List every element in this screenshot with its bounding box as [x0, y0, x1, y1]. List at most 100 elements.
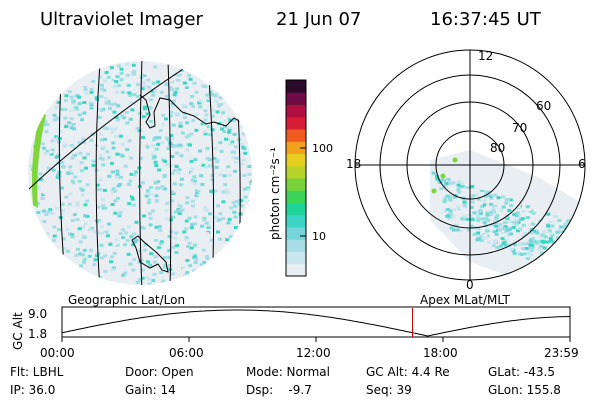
pixel-geo [36, 211, 41, 214]
pixel-geo [250, 179, 252, 183]
status-mode: Mode: Normal [246, 365, 330, 379]
pixel-polar [557, 228, 562, 232]
pixel-geo [83, 85, 88, 89]
pixel-geo [192, 239, 196, 243]
pixel-geo [191, 204, 196, 208]
pixel-polar [532, 248, 537, 252]
pixel-polar [571, 262, 576, 266]
pixel-geo [178, 124, 183, 128]
pixel-geo [193, 215, 198, 219]
pixel-geo [199, 99, 203, 103]
pixel-geo [238, 225, 243, 229]
pixel-geo [167, 256, 172, 259]
pixel-geo [98, 188, 103, 192]
pixel-geo [184, 227, 189, 231]
pixel-geo [46, 159, 51, 163]
pixel-geo [148, 263, 153, 267]
pixel-geo [77, 179, 82, 183]
pixel-geo [107, 86, 112, 90]
pixel-polar [525, 247, 530, 250]
pixel-polar [503, 230, 508, 234]
pixel-geo [156, 80, 161, 84]
pixel-polar [452, 208, 456, 212]
pixel-geo [120, 90, 125, 94]
pixel-polar [534, 229, 539, 233]
mlt-label-6: 6 [578, 157, 586, 171]
pixel-geo [203, 206, 208, 210]
pixel-polar [528, 246, 533, 249]
pixel-geo [135, 94, 140, 98]
pixel-geo [128, 101, 133, 105]
pixel-geo [149, 252, 154, 256]
time-label: 16:37:45 UT [430, 9, 542, 30]
pixel-polar [470, 184, 475, 188]
pixel-geo [115, 75, 120, 79]
pixel-polar [564, 248, 569, 252]
pixel-geo [149, 193, 153, 197]
pixel-geo [181, 104, 186, 108]
pixel-polar [497, 228, 502, 232]
pixel-geo [113, 189, 118, 193]
pixel-geo [191, 105, 196, 108]
pixel-polar [565, 231, 570, 235]
pixel-geo [150, 144, 155, 148]
pixel-polar [445, 207, 450, 211]
pixel-geo [78, 240, 83, 244]
pixel-geo [88, 101, 93, 105]
pixel-polar [534, 254, 539, 258]
pixel-geo [154, 198, 159, 202]
pixel-geo [212, 157, 217, 160]
pixel-polar [565, 237, 570, 241]
pixel-geo [76, 215, 81, 219]
pixel-geo [103, 206, 108, 210]
pixel-geo [77, 95, 81, 99]
pixel-geo [107, 279, 112, 283]
pixel-geo [135, 280, 140, 284]
pixel-geo [189, 226, 194, 230]
pixel-polar [449, 212, 453, 216]
pixel-polar [531, 246, 535, 250]
pixel-geo [80, 118, 84, 122]
pixel-geo [180, 131, 185, 135]
pixel-geo [129, 235, 134, 239]
pixel-polar [532, 229, 537, 233]
pixel-geo [137, 128, 142, 132]
pixel-geo [99, 243, 104, 247]
pixel-polar [551, 240, 556, 244]
pixel-geo [138, 147, 143, 151]
pixel-polar [505, 215, 510, 219]
pixel-polar [499, 244, 504, 248]
pixel-geo [170, 136, 175, 140]
pixel-geo [184, 238, 189, 242]
pixel-polar [540, 239, 545, 243]
pixel-geo [60, 107, 65, 111]
pixel-geo [197, 101, 202, 105]
pixel-polar [437, 180, 442, 184]
mlt-label-0: 0 [466, 278, 474, 292]
pixel-geo [43, 191, 48, 195]
pixel-geo [82, 248, 87, 252]
pixel-geo [128, 117, 133, 121]
pixel-geo [69, 95, 74, 99]
pixel-geo [190, 223, 195, 226]
pixel-geo [239, 204, 244, 208]
pixel-geo [215, 160, 220, 164]
pixel-geo [104, 101, 109, 105]
pixel-geo [131, 63, 136, 67]
pixel-geo [161, 166, 165, 170]
pixel-polar [500, 237, 505, 241]
pixel-geo [207, 161, 212, 165]
pixel-geo [177, 261, 182, 265]
pixel-geo [94, 96, 99, 100]
pixel-geo [136, 173, 141, 177]
pixel-geo [71, 151, 76, 155]
pixel-geo [233, 160, 238, 164]
pixel-polar [552, 215, 557, 219]
pixel-geo [143, 142, 148, 146]
pixel-geo [160, 141, 165, 145]
pixel-polar [525, 257, 530, 260]
pixel-polar [508, 227, 512, 231]
pixel-geo [161, 279, 166, 283]
pixel-geo [168, 258, 172, 262]
pixel-geo [176, 78, 181, 82]
